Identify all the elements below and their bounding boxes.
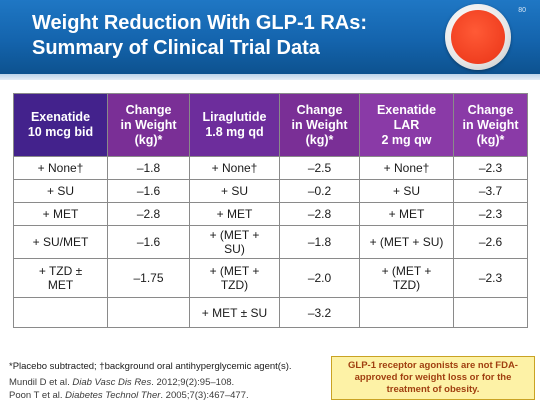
table-cell: –1.8 xyxy=(279,225,360,259)
header-text: Liraglutide xyxy=(202,110,267,124)
header-change-weight-2: Change in Weight (kg)* xyxy=(279,93,360,157)
table-cell: –2.8 xyxy=(107,202,190,226)
table-cell: –2.3 xyxy=(453,202,528,226)
header-exenatide: Exenatide 10 mcg bid xyxy=(13,93,108,157)
table-header-row: Exenatide 10 mcg bid Change in Weight (k… xyxy=(13,93,528,157)
table-cell: + MET ± SU xyxy=(189,297,280,328)
table-cell: + None† xyxy=(13,156,108,180)
table-row: + None† –1.8 + None† –2.5 + None† –2.3 xyxy=(13,156,528,180)
reference-citation: . 2012;9(2):95–108. xyxy=(151,377,235,388)
table-cell: –1.8 xyxy=(107,156,190,180)
header-text: Change xyxy=(125,102,172,117)
table-cell: –1.6 xyxy=(107,225,190,259)
table-cell: + SU xyxy=(359,179,454,203)
table-row: + MET –2.8 + MET –2.8 + MET –2.3 xyxy=(13,202,528,226)
table-cell: –3.2 xyxy=(279,297,360,328)
header-text: Exenatide xyxy=(30,110,91,124)
header-text: (kg)* xyxy=(305,132,334,147)
logo-red-disc-icon xyxy=(451,10,505,64)
header-text: in Weight xyxy=(120,117,177,132)
title-banner: Weight Reduction With GLP-1 RAs: Summary… xyxy=(0,0,540,74)
slide-title-line-1: Weight Reduction With GLP-1 RAs: xyxy=(32,12,367,34)
slide-title-line-2: Summary of Clinical Trial Data xyxy=(32,37,320,59)
table-cell: + TZD ± MET xyxy=(13,258,108,298)
table-cell xyxy=(359,297,454,328)
header-divider xyxy=(0,74,540,80)
table-cell: –1.6 xyxy=(107,179,190,203)
header-text: in Weight xyxy=(291,117,348,132)
table-cell: –2.3 xyxy=(453,258,528,298)
table-cell: –1.75 xyxy=(107,258,190,298)
reference-1: Mundil D et al. Diab Vasc Dis Res. 2012;… xyxy=(9,376,249,389)
table-row: + TZD ± MET –1.75 + (MET + TZD) –2.0 + (… xyxy=(13,258,528,298)
header-text: Exenatide xyxy=(376,102,437,117)
reference-journal: Diabetes Technol Ther xyxy=(65,390,161,401)
table-cell: –2.8 xyxy=(279,202,360,226)
header-text: (kg)* xyxy=(134,132,163,147)
table-cell: –0.2 xyxy=(279,179,360,203)
table-cell: –2.0 xyxy=(279,258,360,298)
weight-change-table: Exenatide 10 mcg bid Change in Weight (k… xyxy=(13,93,528,328)
table-cell: + SU/MET xyxy=(13,225,108,259)
header-text: LAR xyxy=(393,117,420,132)
reference-authors: Mundil D et al. xyxy=(9,377,73,388)
table-cell: –2.6 xyxy=(453,225,528,259)
reference-journal: Diab Vasc Dis Res xyxy=(72,377,152,388)
table-cell: + (MET + SU) xyxy=(189,225,280,259)
table-cell: –2.3 xyxy=(453,156,528,180)
table-cell: + (MET + TZD) xyxy=(359,258,454,298)
table-cell: + None† xyxy=(359,156,454,180)
table-cell xyxy=(453,297,528,328)
table-cell: + (MET + TZD) xyxy=(189,258,280,298)
header-text: 2 mg qw xyxy=(381,132,432,147)
table-cell: + SU xyxy=(189,179,280,203)
table-cell: + MET xyxy=(13,202,108,226)
header-text: 1.8 mg qd xyxy=(205,125,264,139)
table-cell: + (MET + SU) xyxy=(359,225,454,259)
header-text: in Weight xyxy=(462,117,519,132)
header-text: 10 mcg bid xyxy=(27,125,94,139)
references: Mundil D et al. Diab Vasc Dis Res. 2012;… xyxy=(9,376,249,402)
header-text: Change xyxy=(467,102,514,117)
table-cell xyxy=(13,297,108,328)
header-liraglutide: Liraglutide 1.8 mg qd xyxy=(189,93,280,157)
table-cell: + SU xyxy=(13,179,108,203)
header-change-weight-3: Change in Weight (kg)* xyxy=(453,93,528,157)
table-cell: + MET xyxy=(359,202,454,226)
table-cell xyxy=(107,297,190,328)
fda-warning-callout: GLP-1 receptor agonists are not FDA-appr… xyxy=(331,356,535,400)
footnote: *Placebo subtracted; †background oral an… xyxy=(9,361,292,372)
header-text: Change xyxy=(296,102,343,117)
logo-circle-icon xyxy=(445,4,511,70)
table-cell: –2.5 xyxy=(279,156,360,180)
header-text: (kg)* xyxy=(476,132,505,147)
header-change-weight-1: Change in Weight (kg)* xyxy=(107,93,190,157)
table-row: + MET ± SU –3.2 xyxy=(13,297,528,328)
table-row: + SU –1.6 + SU –0.2 + SU –3.7 xyxy=(13,179,528,203)
table-cell: + None† xyxy=(189,156,280,180)
reference-citation: . 2005;7(3):467–477. xyxy=(160,390,249,401)
slide-title: Weight Reduction With GLP-1 RAs: Summary… xyxy=(32,11,432,61)
page-number: 80 xyxy=(518,7,526,14)
reference-2: Poon T et al. Diabetes Technol Ther. 200… xyxy=(9,389,249,402)
table-row: + SU/MET –1.6 + (MET + SU) –1.8 + (MET +… xyxy=(13,225,528,259)
reference-authors: Poon T et al. xyxy=(9,390,66,401)
header-exenatide-lar: Exenatide LAR 2 mg qw xyxy=(359,93,454,157)
table-cell: + MET xyxy=(189,202,280,226)
table-cell: –3.7 xyxy=(453,179,528,203)
